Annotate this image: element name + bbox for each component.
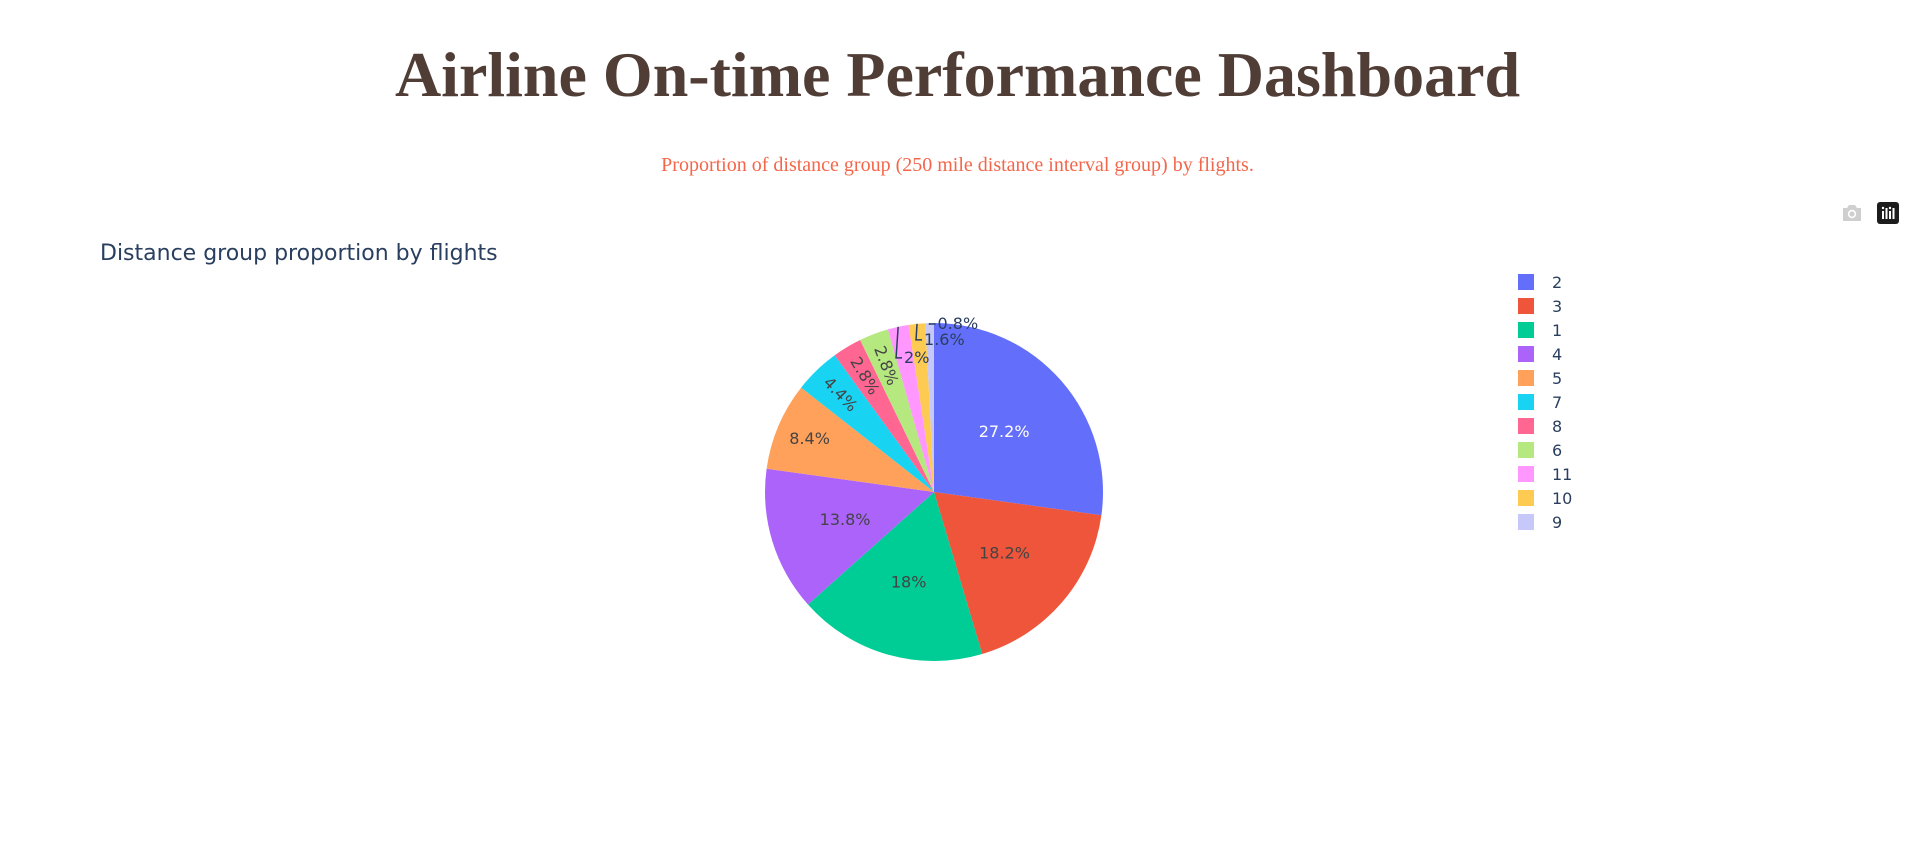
legend-item-11[interactable]: 11	[1518, 465, 1572, 484]
pie-slice-10[interactable]	[908, 323, 934, 492]
pie-slice-2[interactable]	[934, 323, 1103, 516]
slice-leader-line-9	[928, 322, 936, 325]
pie-slice-4[interactable]	[765, 468, 934, 605]
legend-label-11: 11	[1552, 465, 1572, 484]
legend-swatch-1	[1518, 322, 1534, 338]
pie-slice-9[interactable]	[925, 323, 934, 492]
pie-slices	[765, 323, 1103, 661]
legend-swatch-11	[1518, 466, 1534, 482]
pie-slice-7[interactable]	[801, 355, 934, 492]
legend-swatch-3	[1518, 298, 1534, 314]
page-subtitle: Proportion of distance group (250 mile d…	[661, 154, 1254, 176]
legend-item-7[interactable]: 7	[1518, 393, 1562, 412]
legend-label-10: 10	[1552, 489, 1572, 508]
legend-item-9[interactable]: 9	[1518, 513, 1562, 532]
slice-label-4: 13.8%	[820, 510, 871, 529]
legend-swatch-4	[1518, 346, 1534, 362]
legend-label-8: 8	[1552, 417, 1562, 436]
legend-item-4[interactable]: 4	[1518, 345, 1562, 364]
legend-swatch-2	[1518, 274, 1534, 290]
legend-label-9: 9	[1552, 513, 1562, 532]
slice-label-11: 2%	[904, 348, 929, 367]
camera-icon	[1843, 205, 1861, 221]
pie-slice-1[interactable]	[807, 492, 983, 661]
pie-chart: Distance group proportion by flights 27.…	[100, 241, 1572, 661]
slice-leader-line-11	[895, 326, 903, 359]
pie-slice-11[interactable]	[887, 324, 934, 492]
pie-chart-container: Distance group proportion by flights 27.…	[0, 232, 1915, 792]
legend-item-5[interactable]: 5	[1518, 369, 1562, 388]
pie-labels: 27.2%18.2%18%13.8%8.4%4.4%2.8%2.8% 2%1.6%…	[789, 314, 1030, 591]
pie-slice-6[interactable]	[860, 329, 934, 492]
legend-item-2[interactable]: 2	[1518, 273, 1562, 292]
legend-label-6: 6	[1552, 441, 1562, 460]
legend-swatch-5	[1518, 370, 1534, 386]
chart-modebar	[1839, 200, 1901, 226]
legend-swatch-9	[1518, 514, 1534, 530]
plotly-logo-button[interactable]	[1875, 200, 1901, 226]
legend-item-1[interactable]: 1	[1518, 321, 1562, 340]
legend-item-8[interactable]: 8	[1518, 417, 1562, 436]
slice-label-3: 18.2%	[979, 544, 1030, 563]
slice-label-9: 0.8%	[938, 314, 979, 333]
legend-swatch-8	[1518, 418, 1534, 434]
legend-item-3[interactable]: 3	[1518, 297, 1562, 316]
legend-item-6[interactable]: 6	[1518, 441, 1562, 460]
slice-label-5: 8.4%	[789, 429, 830, 448]
pie-slice-3[interactable]	[934, 492, 1102, 654]
slice-label-1: 18%	[891, 572, 927, 591]
legend-item-10[interactable]: 10	[1518, 489, 1572, 508]
slice-label-2: 27.2%	[979, 422, 1030, 441]
slice-label-10: 1.6%	[924, 330, 965, 349]
legend-label-2: 2	[1552, 273, 1562, 292]
legend-swatch-6	[1518, 442, 1534, 458]
page-title: Airline On-time Performance Dashboard	[394, 39, 1521, 110]
legend-label-7: 7	[1552, 393, 1562, 412]
pie-slice-5[interactable]	[766, 387, 934, 492]
legend-label-4: 4	[1552, 345, 1562, 364]
pie-slice-8[interactable]	[834, 340, 934, 492]
legend-label-3: 3	[1552, 297, 1562, 316]
legend-label-1: 1	[1552, 321, 1562, 340]
legend-label-5: 5	[1552, 369, 1562, 388]
legend-swatch-7	[1518, 394, 1534, 410]
slice-leader-line-10	[915, 323, 923, 341]
legend-swatch-10	[1518, 490, 1534, 506]
chart-title: Distance group proportion by flights	[100, 241, 498, 266]
plotly-logo-icon	[1877, 202, 1899, 224]
chart-legend: 2 3 1 4 5 7 8 6 11 10 9	[1518, 273, 1572, 532]
download-plot-button[interactable]	[1839, 200, 1865, 226]
